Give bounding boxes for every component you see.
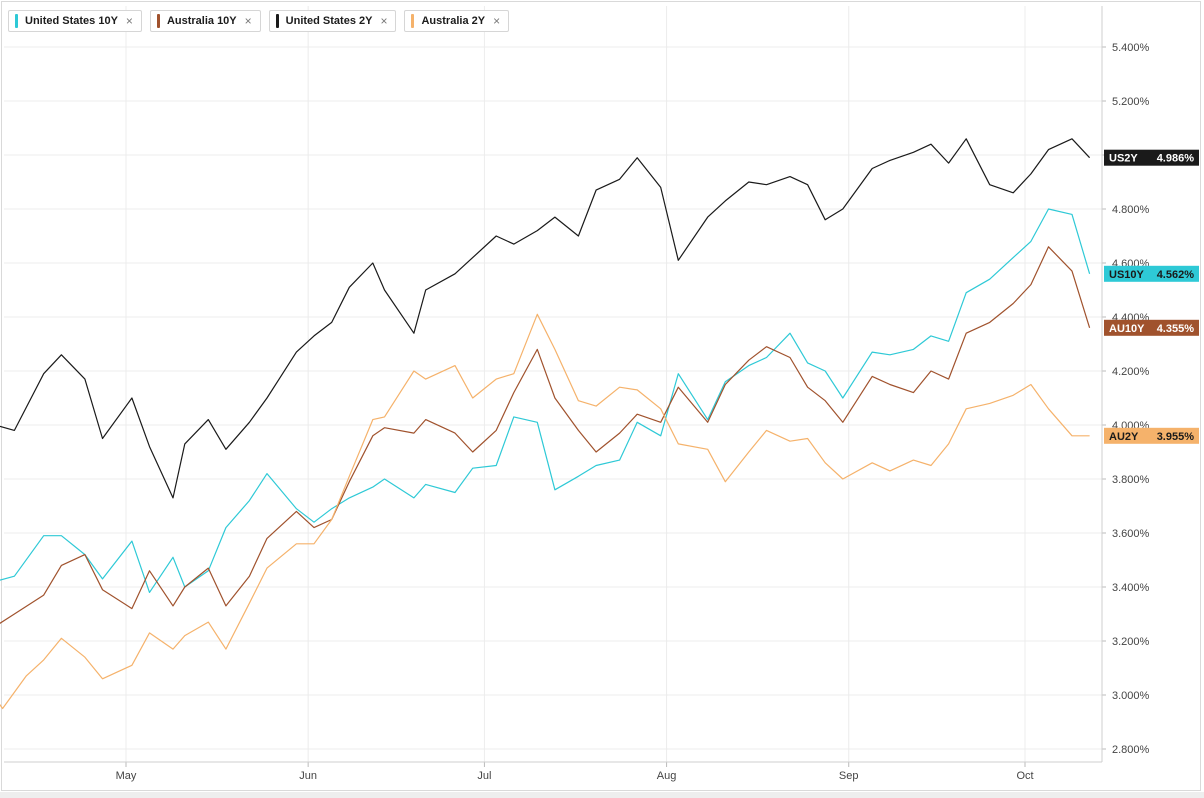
end-label-au10y <box>1104 319 1199 336</box>
end-label-value: 3.955% <box>1157 431 1195 443</box>
series-line-au10y <box>0 246 1091 624</box>
close-icon[interactable]: × <box>493 14 501 28</box>
legend-chip-au10y[interactable]: Australia 10Y × <box>149 10 261 32</box>
x-tick-label: May <box>116 770 137 782</box>
au2y-swatch <box>411 14 415 28</box>
end-label-value: 4.355% <box>1157 323 1195 335</box>
legend: United States 10Y × Australia 10Y × Unit… <box>8 10 510 32</box>
y-tick-label: 4.800% <box>1112 204 1150 216</box>
y-tick-label: 3.800% <box>1112 474 1150 486</box>
x-tick-label: Jul <box>477 770 491 782</box>
legend-chip-us2y[interactable]: United States 2Y × <box>268 10 397 32</box>
end-label-tag: US10Y <box>1109 269 1145 281</box>
y-tick-label: 3.000% <box>1112 690 1150 702</box>
x-tick-label: Aug <box>657 770 677 782</box>
legend-chip-us10y[interactable]: United States 10Y × <box>8 10 142 32</box>
us10y-swatch <box>15 14 18 28</box>
series-line-us2y <box>0 138 1091 499</box>
x-tick-label: Sep <box>839 770 859 782</box>
end-label-us2y <box>1104 149 1199 166</box>
bottom-scroll-strip[interactable] <box>0 792 1204 798</box>
legend-chip-au2y[interactable]: Australia 2Y × <box>404 10 510 32</box>
y-tick-label: 5.200% <box>1112 96 1150 108</box>
y-tick-label: 2.800% <box>1112 744 1150 756</box>
legend-label: Australia 10Y <box>166 15 237 27</box>
legend-label: Australia 2Y <box>421 15 486 27</box>
end-label-us10y <box>1104 265 1199 282</box>
close-icon[interactable]: × <box>380 14 388 28</box>
end-label-value: 4.986% <box>1157 153 1195 165</box>
end-label-tag: AU2Y <box>1109 431 1139 443</box>
end-label-value: 4.562% <box>1157 269 1195 281</box>
end-label-tag: AU10Y <box>1109 323 1145 335</box>
x-tick-label: Jun <box>299 770 317 782</box>
us2y-swatch <box>275 14 279 28</box>
legend-label: United States 2Y <box>285 15 373 27</box>
y-tick-label: 3.400% <box>1112 582 1150 594</box>
end-label-tag: US2Y <box>1109 153 1138 165</box>
au10y-swatch <box>156 14 160 28</box>
close-icon[interactable]: × <box>244 14 252 28</box>
close-icon[interactable]: × <box>125 14 133 28</box>
y-tick-label: 3.200% <box>1112 636 1150 648</box>
y-tick-label: 4.200% <box>1112 366 1150 378</box>
series-line-au2y <box>0 313 1090 710</box>
x-tick-label: Oct <box>1016 770 1033 782</box>
y-tick-label: 3.600% <box>1112 528 1150 540</box>
legend-label: United States 10Y <box>25 15 118 27</box>
series-line-us10y <box>0 208 1091 593</box>
end-label-au2y <box>1104 427 1199 444</box>
y-tick-label: 5.400% <box>1112 42 1150 54</box>
